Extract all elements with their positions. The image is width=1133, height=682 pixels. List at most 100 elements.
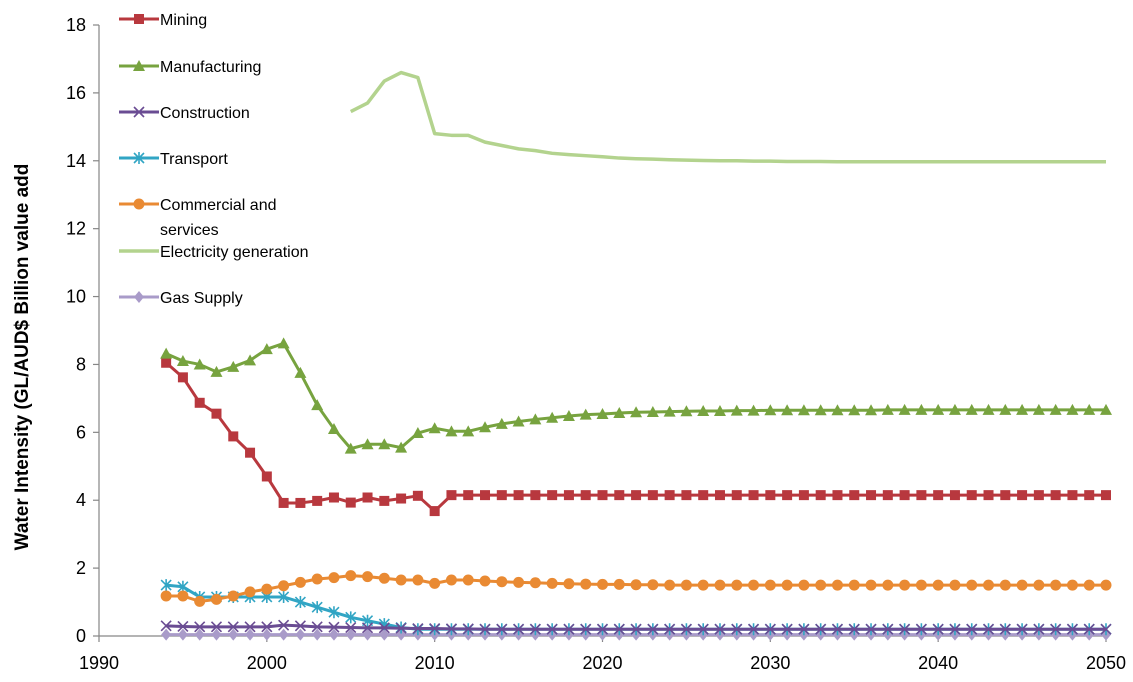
data-point — [881, 403, 894, 415]
y-tick-label: 12 — [66, 219, 86, 239]
data-point — [260, 343, 273, 355]
data-point — [345, 611, 357, 624]
legend-swatch-marker — [134, 291, 144, 303]
data-point — [1083, 623, 1095, 635]
data-point — [882, 579, 894, 591]
data-point — [949, 623, 961, 635]
data-point — [462, 574, 474, 586]
data-point — [562, 410, 575, 422]
series-mining — [161, 357, 1111, 517]
data-point — [161, 628, 172, 641]
data-point — [898, 403, 911, 415]
data-point — [815, 579, 827, 591]
legend-item: Manufacturing — [119, 59, 261, 76]
y-tick-label: 8 — [76, 354, 86, 374]
data-point — [429, 577, 441, 589]
data-point — [999, 579, 1011, 591]
data-point — [244, 586, 256, 598]
data-point — [1033, 623, 1045, 635]
data-point — [630, 623, 642, 635]
series-commercial-and-services — [160, 570, 1112, 607]
legend-swatch-marker — [133, 106, 145, 118]
data-point — [949, 579, 961, 591]
data-point — [278, 628, 289, 641]
data-point — [663, 405, 676, 417]
legend-label: Construction — [160, 105, 250, 122]
data-point — [1033, 579, 1045, 591]
data-point — [327, 422, 340, 434]
data-point — [646, 405, 659, 417]
data-point — [228, 628, 239, 641]
data-point — [429, 506, 440, 517]
data-point — [647, 623, 659, 635]
data-point — [513, 576, 525, 588]
data-point — [193, 358, 206, 370]
data-point — [345, 628, 356, 641]
data-point — [194, 628, 205, 641]
series-line — [349, 70, 1106, 164]
data-point — [597, 490, 608, 501]
data-point — [597, 578, 608, 590]
data-point — [295, 497, 306, 508]
data-point — [1100, 579, 1112, 591]
data-point — [697, 623, 709, 635]
data-point — [479, 575, 491, 587]
data-point — [530, 490, 541, 501]
data-point — [1016, 623, 1028, 635]
data-point — [932, 579, 944, 591]
data-point — [680, 405, 693, 417]
data-point — [513, 490, 524, 501]
data-point — [1016, 579, 1028, 591]
data-point — [177, 620, 189, 633]
data-point — [815, 490, 826, 501]
data-point — [328, 606, 340, 619]
data-point — [278, 619, 290, 631]
y-tick-label: 2 — [76, 558, 86, 578]
data-point — [345, 621, 357, 634]
data-point — [429, 622, 441, 635]
data-point — [311, 601, 323, 614]
data-point — [278, 497, 289, 508]
data-point — [681, 490, 692, 501]
data-point — [211, 628, 222, 641]
data-point — [748, 579, 760, 591]
data-point — [160, 347, 173, 359]
data-point — [630, 579, 642, 591]
data-point — [328, 621, 340, 633]
data-point — [630, 406, 643, 418]
data-point — [933, 490, 944, 501]
data-point — [177, 590, 189, 602]
y-tick-label: 18 — [66, 15, 86, 35]
legend-label: services — [160, 222, 219, 239]
data-point — [479, 623, 491, 635]
data-point — [261, 628, 272, 641]
legend-label: Electricity generation — [160, 244, 309, 261]
data-point — [277, 337, 290, 349]
data-point — [1084, 490, 1095, 501]
data-point — [765, 490, 776, 501]
data-point — [982, 623, 995, 635]
data-point — [899, 623, 911, 635]
series-manufacturing — [160, 337, 1112, 454]
data-point — [495, 417, 508, 429]
data-point — [328, 572, 340, 584]
data-point — [882, 623, 894, 635]
data-point — [1017, 490, 1028, 501]
data-point — [613, 578, 625, 590]
data-point — [764, 579, 776, 591]
data-point — [680, 579, 692, 591]
data-point — [378, 438, 391, 450]
data-point — [596, 408, 609, 420]
data-point — [999, 623, 1011, 635]
data-point — [1066, 403, 1079, 415]
data-point — [563, 490, 574, 501]
legend-item: Electricity generation — [119, 244, 309, 261]
data-point — [563, 623, 575, 635]
data-point — [798, 579, 810, 591]
legend-swatch-marker — [133, 152, 145, 164]
data-point — [782, 490, 793, 501]
data-point — [428, 422, 441, 434]
data-point — [294, 576, 306, 588]
data-point — [412, 490, 423, 501]
data-point — [983, 579, 995, 591]
